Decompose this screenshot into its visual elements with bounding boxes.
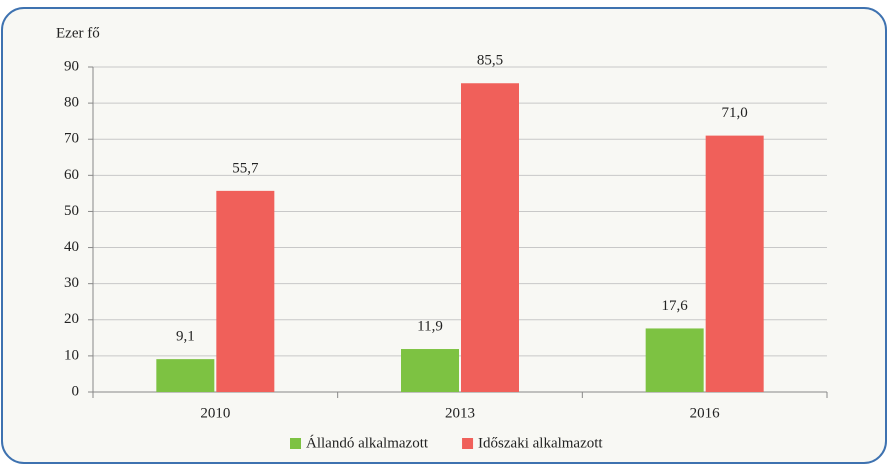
x-tick-label: 2016 bbox=[690, 405, 721, 421]
y-axis-label: Ezer fő bbox=[56, 25, 100, 41]
y-tick-label: 70 bbox=[64, 131, 79, 147]
bar bbox=[156, 359, 215, 392]
y-tick-label: 50 bbox=[64, 203, 79, 219]
y-tick-label: 60 bbox=[64, 167, 79, 183]
y-tick-label: 80 bbox=[64, 95, 79, 111]
value-label: 55,7 bbox=[232, 160, 259, 176]
bar bbox=[401, 349, 459, 392]
y-tick-label: 0 bbox=[72, 383, 80, 399]
bar bbox=[645, 328, 704, 392]
y-tick-label: 40 bbox=[64, 239, 79, 255]
x-tick-label: 2010 bbox=[200, 405, 230, 421]
bar bbox=[216, 190, 275, 392]
value-label: 9,1 bbox=[176, 329, 195, 345]
legend-label: Időszaki alkalmazott bbox=[478, 435, 603, 451]
value-label: 11,9 bbox=[417, 318, 443, 334]
y-tick-label: 10 bbox=[64, 347, 79, 363]
bar bbox=[461, 83, 519, 392]
value-label: 85,5 bbox=[477, 53, 503, 69]
legend-swatch bbox=[290, 438, 301, 449]
x-tick-label: 2013 bbox=[445, 405, 475, 421]
legend-swatch bbox=[462, 438, 474, 449]
bar bbox=[705, 135, 764, 392]
value-label: 17,6 bbox=[662, 298, 689, 314]
legend-label: Állandó alkalmazott bbox=[306, 434, 429, 451]
y-tick-label: 30 bbox=[64, 275, 79, 291]
y-tick-label: 90 bbox=[64, 58, 79, 74]
value-label: 71,0 bbox=[722, 105, 748, 121]
y-tick-label: 20 bbox=[64, 311, 79, 327]
